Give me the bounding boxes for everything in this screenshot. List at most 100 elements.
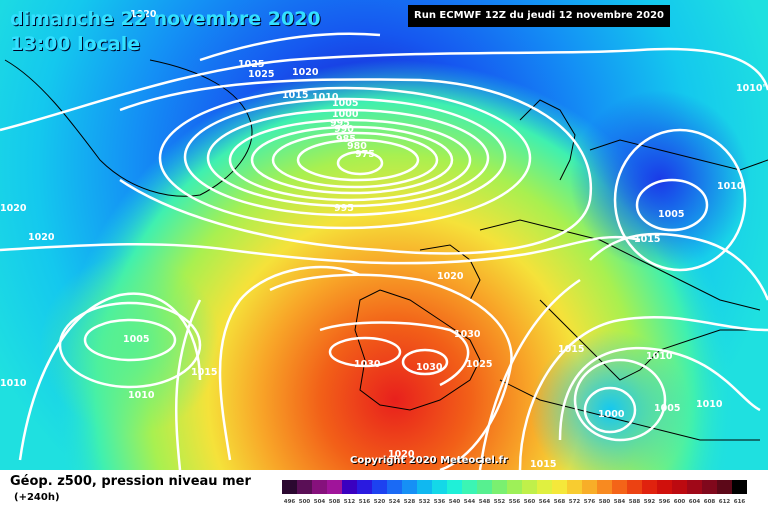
isobar-1015-east [589, 232, 768, 301]
isobar-1005-se [573, 358, 667, 442]
scale-label: 496 [284, 499, 296, 505]
isobar-1000-se [583, 386, 637, 434]
scale-label: 552 [494, 499, 506, 505]
scale-swatch [297, 480, 312, 494]
scale-swatch [657, 480, 672, 494]
scale-label: 608 [704, 499, 716, 505]
isobar-1025-high [269, 273, 513, 470]
isobar-1005-west [83, 318, 177, 362]
map-title: Géop. z500, pression niveau mer [10, 474, 251, 489]
pressure-label: 1010 [717, 181, 744, 192]
scale-swatch [342, 480, 357, 494]
scale-label: 564 [539, 499, 551, 505]
scale-label: 600 [674, 499, 686, 505]
pressure-label: 975 [355, 149, 375, 160]
pressure-label: 1010 [646, 351, 673, 362]
scale-swatch [642, 480, 657, 494]
scale-label: 596 [659, 499, 671, 505]
pressure-label: 1000 [332, 109, 359, 120]
scale-label: 584 [614, 499, 626, 505]
pressure-label: 1025 [466, 359, 492, 370]
pressure-label: 1010 [312, 92, 339, 103]
isobar-1015-ridge [174, 299, 202, 470]
pressure-label: 1015 [558, 344, 584, 355]
scale-swatch [627, 480, 642, 494]
scale-label: 516 [359, 499, 371, 505]
copyright: Copyright 2020 Meteociel.fr [350, 455, 508, 466]
scale-swatch [417, 480, 432, 494]
scale-label: 576 [584, 499, 596, 505]
isobar-1020-se [478, 278, 581, 470]
scale-swatch [567, 480, 582, 494]
scale-swatch [597, 480, 612, 494]
isobar-1010 [158, 86, 532, 230]
scale-label: 528 [404, 499, 416, 505]
scale-label: 540 [449, 499, 461, 505]
pressure-label: 1030 [454, 329, 481, 340]
scale-label: 588 [629, 499, 641, 505]
isobar-1015-west [18, 292, 202, 461]
pressure-label: 1020 [292, 67, 319, 78]
scale-label: 568 [554, 499, 566, 505]
pressure-label: 1005 [123, 334, 149, 345]
scale-label: 556 [509, 499, 521, 505]
pressure-label: 1015 [191, 367, 217, 378]
pressure-labels: 1020 1025 1025 1020 1015 1010 1005 1000 … [0, 9, 765, 470]
scale-swatch [582, 480, 597, 494]
pressure-label: 995 [330, 118, 350, 129]
pressure-label: 1015 [282, 90, 308, 101]
isobar-1015-north [119, 78, 593, 255]
scale-swatch [432, 480, 447, 494]
forecast-date: dimanche 22 novembre 2020 [10, 8, 321, 30]
color-scale: 496 500 504 508 512 516 520 524 528 532 536 540 544 5… [282, 480, 747, 505]
pressure-map: 1020 1025 1025 1020 1015 1010 1005 1000 … [0, 0, 768, 470]
scale-swatch [522, 480, 537, 494]
isobars [0, 32, 768, 470]
scale-label: 604 [689, 499, 701, 505]
isobar-1015-se [518, 316, 768, 470]
isobar-1030-small [328, 336, 402, 368]
isobar-1030-spain [401, 348, 449, 376]
pressure-label: 1010 [696, 399, 723, 410]
isobar-1010-west [58, 301, 202, 389]
pressure-label: 1020 [0, 203, 27, 214]
scale-label: 580 [599, 499, 611, 505]
pressure-label: 990 [334, 124, 354, 135]
scale-label: 592 [644, 499, 656, 505]
scale-label: 548 [479, 499, 491, 505]
scale-label: 612 [719, 499, 731, 505]
isobar-1020-ridge [218, 265, 361, 461]
pressure-label: 1015 [634, 234, 660, 245]
run-label: Run ECMWF 12Z du jeudi 12 novembre 2020 [408, 5, 670, 27]
scale-swatch [357, 480, 372, 494]
pressure-label: 1000 [598, 409, 625, 420]
pressure-label: 1010 [0, 378, 27, 389]
pressure-label: 1005 [654, 403, 680, 414]
scale-swatch [717, 480, 732, 494]
pressure-label: 1020 [388, 449, 415, 460]
pressure-label: 980 [347, 141, 367, 152]
scale-swatch [372, 480, 387, 494]
scale-swatch [447, 480, 462, 494]
pressure-label: 1010' [736, 83, 765, 94]
isobar-1020-atlantic [0, 235, 641, 265]
scale-swatch [477, 480, 492, 494]
pressure-label: 1020 [130, 9, 157, 20]
scale-label: 572 [569, 499, 581, 505]
scale-label: 536 [434, 499, 446, 505]
scale-swatch [387, 480, 402, 494]
scale-swatch [702, 480, 717, 494]
isobar-1000 [206, 108, 490, 208]
pressure-label: 1020 [437, 271, 464, 282]
scale-swatch [327, 480, 342, 494]
pressure-label: 1015 [530, 459, 556, 470]
scale-swatch [732, 480, 747, 494]
pressure-label: 1030 [416, 362, 443, 373]
isobar-1025-north [199, 32, 381, 62]
forecast-time: 13:00 locale [10, 33, 141, 55]
scale-swatch [312, 480, 327, 494]
scale-label: 544 [464, 499, 476, 505]
pressure-label: 1020 [28, 232, 55, 243]
scale-label: 508 [329, 499, 341, 505]
isobar-995 [228, 118, 472, 202]
